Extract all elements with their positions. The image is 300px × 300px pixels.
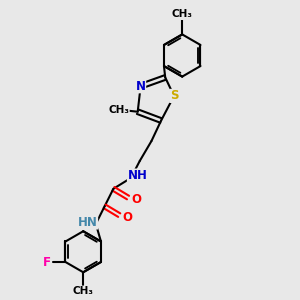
Text: O: O [131, 194, 141, 206]
Text: N: N [136, 80, 146, 93]
Text: CH₃: CH₃ [73, 286, 94, 296]
Text: S: S [170, 89, 178, 102]
Text: CH₃: CH₃ [108, 105, 129, 115]
Text: O: O [122, 211, 132, 224]
Text: F: F [43, 256, 51, 268]
Text: CH₃: CH₃ [172, 10, 193, 20]
Text: HN: HN [78, 216, 98, 229]
Text: NH: NH [128, 169, 147, 182]
